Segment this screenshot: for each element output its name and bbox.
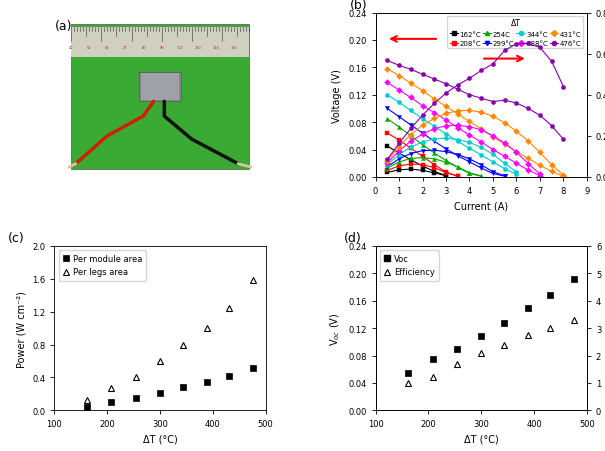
X-axis label: ΔT (°C): ΔT (°C) [464,434,499,444]
Efficiency [453,361,460,367]
Legend: Per module area, Per legs area: Per module area, Per legs area [59,251,146,281]
Efficiency [524,332,531,338]
Text: 80: 80 [142,46,146,50]
Per module area [83,405,91,410]
Voc [453,346,460,352]
Per module area [180,385,187,390]
Text: 60: 60 [105,46,110,50]
Legend: 162°C, 208°C, 254C, 299°C, 344°C, 388°C, 431°C, 476°C: 162°C, 208°C, 254C, 299°C, 344°C, 388°C,… [448,17,583,49]
Per module area [132,396,139,401]
Voc [571,276,578,282]
Per legs area [226,305,233,311]
Text: (d): (d) [344,232,362,245]
X-axis label: ΔT (°C): ΔT (°C) [143,434,177,444]
Line: Per legs area: Per legs area [83,277,257,403]
Text: 100: 100 [176,46,183,50]
Voc [477,334,485,339]
Text: (b): (b) [350,0,368,12]
Per legs area [83,397,91,402]
Y-axis label: Voltage (V): Voltage (V) [333,69,342,122]
Efficiency [501,342,508,348]
Per legs area [203,326,210,331]
Y-axis label: Power (W cm⁻²): Power (W cm⁻²) [16,290,27,367]
Line: Per module area: Per module area [84,365,256,410]
Text: 40: 40 [69,46,74,50]
Efficiency [477,350,485,356]
Bar [71,28,249,58]
Text: 120: 120 [212,46,219,50]
Per legs area [132,375,139,380]
Voc [429,356,436,362]
Per module area [249,365,257,370]
X-axis label: Current (A): Current (A) [454,201,508,211]
Text: 130: 130 [231,46,237,50]
Voc [501,320,508,326]
Line: Voc: Voc [405,276,577,376]
Per legs area [249,278,257,284]
Text: (c): (c) [8,232,25,245]
Voc [405,370,412,376]
Y-axis label: V$_{oc}$ (V): V$_{oc}$ (V) [329,312,342,345]
Per module area [108,400,115,405]
Per module area [226,373,233,379]
Bar [141,74,179,101]
Per legs area [180,342,187,348]
Voc [547,293,554,298]
Text: (a): (a) [55,20,73,33]
Bar [71,25,249,169]
Per module area [203,379,210,384]
Efficiency [429,375,436,380]
Per legs area [108,386,115,391]
Text: 70: 70 [123,46,128,50]
Bar [139,73,182,102]
Text: 110: 110 [194,46,201,50]
Efficiency [405,380,412,386]
Legend: Voc, Efficiency: Voc, Efficiency [380,251,439,281]
Efficiency [571,318,578,323]
Efficiency [547,326,554,331]
Per module area [156,391,163,396]
Text: 50: 50 [87,46,91,50]
Line: Efficiency: Efficiency [405,317,578,387]
Per legs area [156,359,163,364]
Text: 90: 90 [159,46,164,50]
Voc [524,305,531,311]
